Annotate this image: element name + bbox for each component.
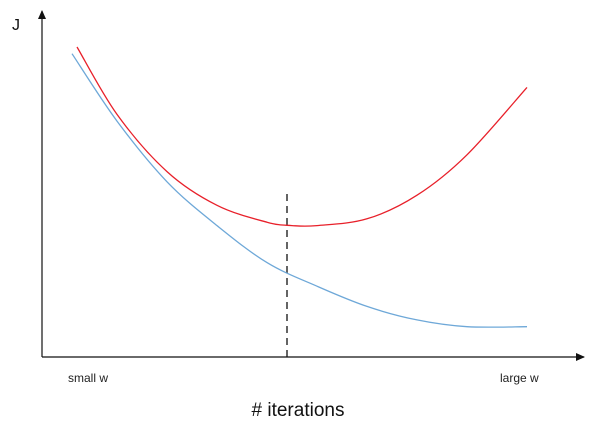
x-tick-label-large-w: large w (500, 371, 539, 385)
series-line-blue (71, 53, 528, 328)
x-axis-title: # iterations (252, 400, 345, 421)
y-axis-title: J (12, 17, 20, 34)
series-line-red (76, 46, 528, 227)
x-tick-label-small-w: small w (68, 371, 108, 385)
plot-area (71, 46, 528, 357)
